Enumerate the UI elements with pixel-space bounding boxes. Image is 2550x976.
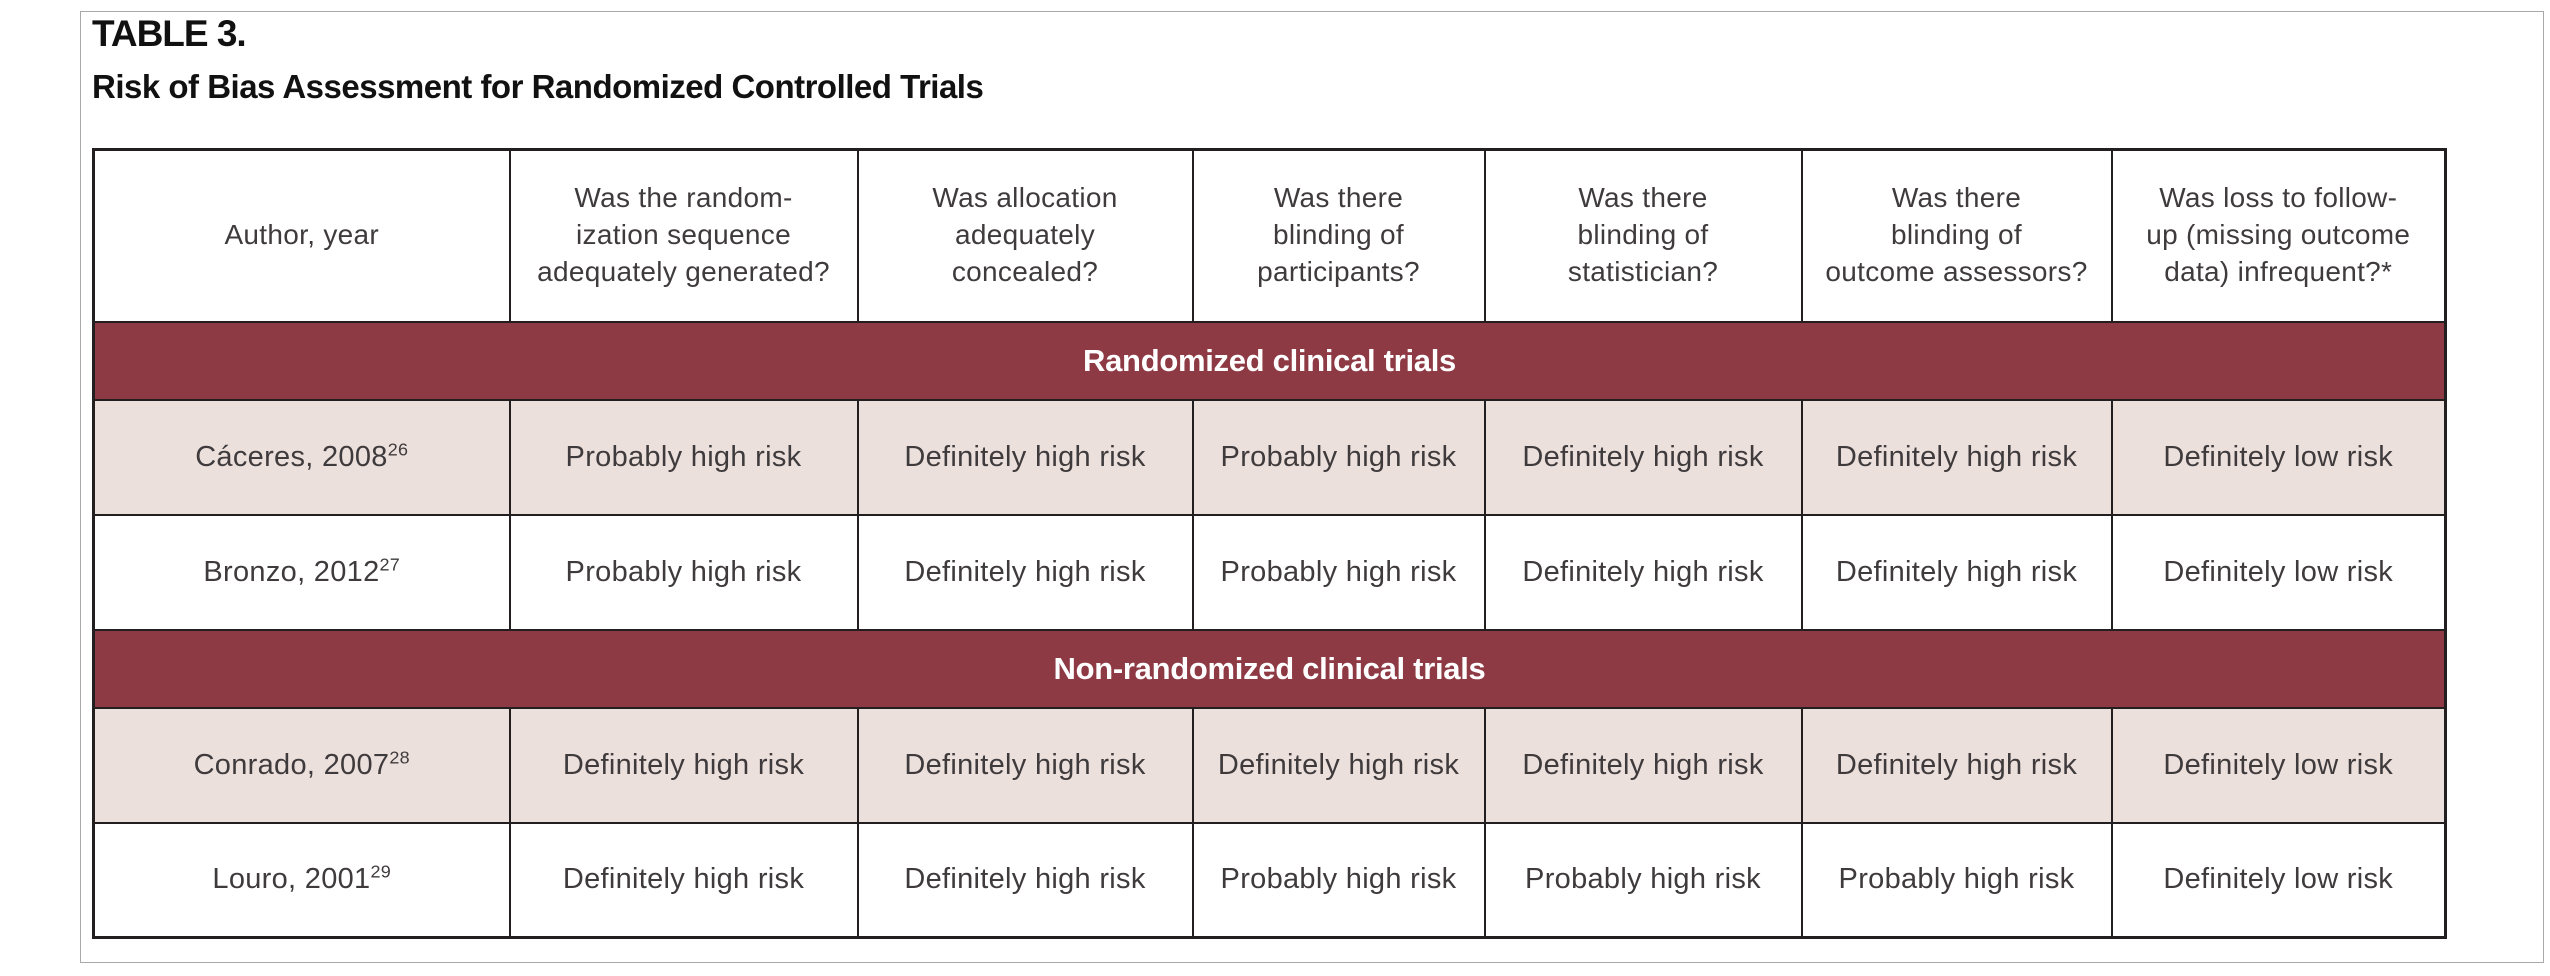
column-header-line: blinding of	[1891, 219, 2022, 251]
section-header-row: Randomized clinical trials	[92, 320, 2447, 401]
risk-rating-cell: Probably high risk	[1483, 821, 1803, 939]
column-header-line: blinding of	[1577, 219, 1709, 251]
table-subtitle: Risk of Bias Assessment for Randomized C…	[92, 67, 984, 105]
risk-rating-cell: Definitely high risk	[508, 706, 859, 824]
author-year: Conrado, 2007	[193, 748, 390, 781]
column-header-line: Was there	[1891, 182, 2022, 214]
author-year: Louro, 2001	[212, 863, 371, 896]
section-header: Non-randomized clinical trials	[92, 628, 2447, 709]
section-header-row: Non-randomized clinical trials	[92, 628, 2447, 709]
table-row: Bronzo, 201227 Probably high risk Definite…	[92, 513, 2447, 631]
column-header-line: ization sequence	[576, 219, 791, 251]
reference-superscript: 28	[389, 746, 410, 767]
table-row: Louro, 200129 Definitely high risk Definit…	[92, 821, 2447, 939]
table-head: Author, year Was the random-ization seque…	[92, 148, 2447, 323]
author-year: Cáceres, 2008	[195, 440, 388, 473]
risk-rating-cell: Definitely high risk	[1800, 398, 2113, 516]
table-body: Randomized clinical trials Cáceres, 20082…	[92, 320, 2447, 939]
author-cell: Conrado, 200728	[92, 706, 511, 824]
table-number-title: TABLE 3.	[92, 13, 247, 54]
risk-rating-cell: Definitely high risk	[1483, 706, 1803, 824]
column-header: Was there blinding of statistician?	[1483, 148, 1803, 323]
author-cell: Cáceres, 200826	[92, 398, 511, 516]
column-header: Was there blinding of outcome assessors?	[1800, 148, 2113, 323]
section-header: Randomized clinical trials	[92, 320, 2447, 401]
table-row: Conrado, 200728 Definitely high risk Defin…	[92, 706, 2447, 824]
risk-rating-cell: Definitely low risk	[2110, 398, 2447, 516]
reference-superscript: 27	[379, 553, 401, 574]
column-header-line: adequately	[954, 219, 1095, 251]
column-header-line: statistician?	[1567, 256, 1719, 288]
column-header: Was the random-ization sequence adequatel…	[508, 148, 859, 323]
column-header-line: Was the random-	[574, 182, 793, 214]
column-header-line: Author, year	[224, 219, 380, 251]
risk-rating-cell: Probably high risk	[1191, 398, 1486, 516]
risk-rating-cell: Definitely low risk	[2110, 821, 2447, 939]
risk-rating-cell: Definitely low risk	[2110, 513, 2447, 631]
column-header: Author, year	[92, 148, 511, 323]
header-row: Author, year Was the random-ization seque…	[92, 148, 2447, 323]
column-header-line: blinding of	[1273, 219, 1404, 251]
column-header-line: Was there	[1578, 182, 1708, 214]
reference-superscript: 26	[387, 438, 409, 459]
risk-rating-cell: Definitely high risk	[856, 821, 1194, 939]
column-header: Was loss to follow-up (missing outcome da…	[2110, 148, 2447, 323]
risk-rating-cell: Definitely high risk	[856, 398, 1194, 516]
author-cell: Louro, 200129	[92, 821, 511, 939]
column-header-line: outcome assessors?	[1825, 256, 2088, 288]
column-header-line: Was allocation	[932, 182, 1118, 214]
column-header-line: up (missing outcome	[2146, 219, 2411, 251]
risk-rating-cell: Definitely high risk	[1483, 513, 1803, 631]
risk-rating-cell: Definitely high risk	[1483, 398, 1803, 516]
risk-rating-cell: Definitely high risk	[1800, 706, 2113, 824]
risk-rating-cell: Probably high risk	[508, 513, 859, 631]
column-header-line: concealed?	[951, 256, 1099, 288]
column-header: Was allocation adequately concealed?	[856, 148, 1194, 323]
risk-rating-cell: Probably high risk	[1191, 513, 1486, 631]
column-header-line: Was there	[1273, 182, 1404, 214]
column-header-line: participants?	[1257, 256, 1420, 288]
risk-rating-cell: Definitely high risk	[1800, 513, 2113, 631]
risk-of-bias-table: Author, year Was the random-ization seque…	[92, 148, 2447, 939]
risk-rating-cell: Probably high risk	[1800, 821, 2113, 939]
column-header: Was there blinding of participants?	[1191, 148, 1486, 323]
title-block: TABLE 3. Risk of Bias Assessment for Ran…	[92, 13, 984, 105]
reference-superscript: 29	[370, 861, 392, 882]
risk-rating-cell: Probably high risk	[1191, 821, 1486, 939]
risk-rating-cell: Definitely high risk	[1191, 706, 1486, 824]
risk-rating-cell: Probably high risk	[508, 398, 859, 516]
column-header-line: Was loss to follow-	[2159, 182, 2398, 214]
risk-rating-cell: Definitely high risk	[508, 821, 859, 939]
column-header-line: data) infrequent?*	[2164, 256, 2393, 288]
column-header-line: adequately generated?	[537, 256, 830, 288]
author-cell: Bronzo, 201227	[92, 513, 511, 631]
table-row: Cáceres, 200826 Probably high risk Definit…	[92, 398, 2447, 516]
risk-rating-cell: Definitely low risk	[2110, 706, 2447, 824]
risk-rating-cell: Definitely high risk	[856, 513, 1194, 631]
author-year: Bronzo, 2012	[203, 555, 380, 588]
risk-rating-cell: Definitely high risk	[856, 706, 1194, 824]
